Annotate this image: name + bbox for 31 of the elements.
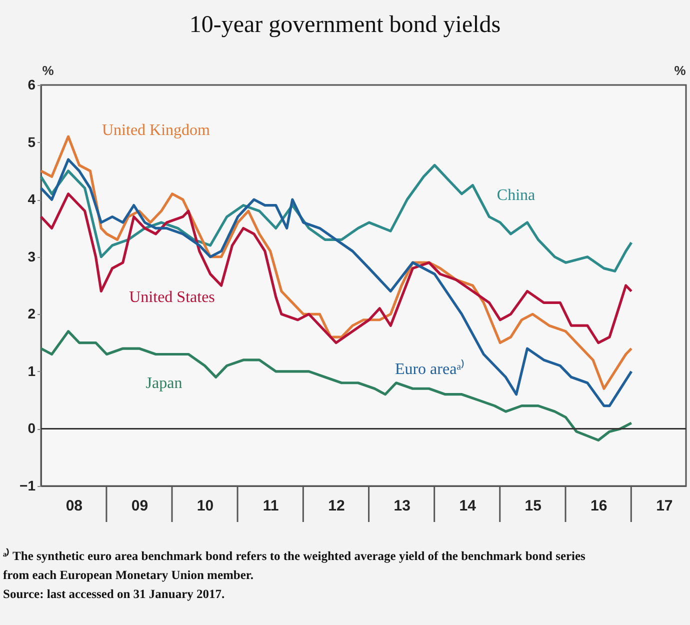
- series-label: United Kingdom: [102, 122, 211, 139]
- y-tick-label: 2: [28, 306, 36, 322]
- text: from each European Monetary Union member.: [3, 568, 254, 582]
- x-tick-label: 16: [590, 498, 608, 514]
- x-tick-label: 15: [524, 498, 542, 514]
- y-tick-label: 1: [28, 362, 36, 379]
- y-tick-label: −1: [20, 478, 36, 494]
- line-series: [40, 164, 633, 272]
- y2-axis-title: %: [674, 63, 686, 78]
- y-axis-title: %: [42, 63, 54, 78]
- y-tick-label: 0: [28, 420, 36, 436]
- y-tick-label: 3: [28, 248, 36, 264]
- text: ᵃ⁾ The synthetic euro area benchmark bond refers to the weighted average yield of the benchmark bond series: [3, 548, 586, 563]
- chart-title: 10-year government bond yields: [189, 12, 501, 38]
- y-tick-label: 4: [28, 191, 36, 208]
- x-tick-label: 14: [459, 498, 477, 514]
- source-note: Source: last accessed on 31 January 2017.: [3, 587, 225, 601]
- x-tick-label: 10: [196, 498, 214, 514]
- y-tick-label: 5: [28, 134, 36, 150]
- x-tick-label: 17: [656, 498, 673, 514]
- x-tick-label: 09: [131, 498, 148, 514]
- x-tick-label: 12: [328, 498, 345, 514]
- series-label: China: [496, 187, 536, 204]
- series-label: Euro areaᵃ⁾: [394, 359, 466, 378]
- x-tick-label: 13: [394, 498, 410, 514]
- series-label: United States: [129, 289, 215, 306]
- x-tick-label: 08: [66, 498, 83, 514]
- series-label: Japan: [146, 375, 182, 392]
- y-tick-label: 6: [28, 76, 36, 92]
- line-series: [40, 330, 633, 442]
- x-tick-label: 11: [262, 498, 279, 514]
